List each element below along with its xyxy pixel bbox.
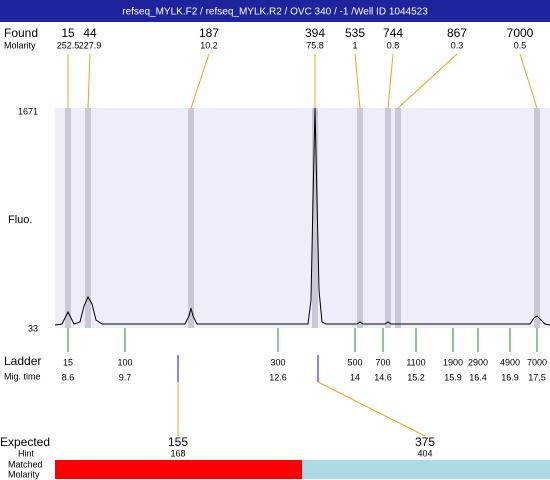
peak-connector [519, 53, 538, 109]
peak-size: 15 [61, 26, 75, 40]
peak-size: 535 [345, 26, 365, 40]
peak-connector [190, 53, 210, 109]
peak-band [312, 108, 318, 328]
ladder-size: 7000 [527, 357, 547, 367]
expected-connector [317, 381, 426, 437]
ladder-size: 500 [347, 357, 362, 367]
y-axis-label: Fluo. [8, 214, 32, 226]
peak-connector [387, 53, 394, 109]
trace [54, 107, 550, 326]
peak-size: 187 [199, 26, 219, 40]
peak-size: 744 [383, 26, 403, 40]
peak-band [85, 108, 91, 328]
peak-molarity: 227.9 [79, 40, 102, 50]
ladder-size: 100 [117, 357, 132, 367]
peak-size: 867 [447, 26, 467, 40]
matched-bar [302, 460, 550, 479]
ladder-size: 1100 [406, 357, 425, 367]
ladder-size: 4900 [500, 357, 520, 367]
peak-molarity: 0.8 [387, 40, 400, 50]
peak-band [385, 108, 391, 328]
molarity-label: Molarity [4, 40, 36, 50]
bands [65, 108, 540, 328]
found-label: Found [4, 26, 38, 40]
y-bottom-label: 33 [28, 323, 38, 333]
ladder-size: 15 [63, 357, 73, 367]
peak-band [357, 108, 363, 328]
molarity-row-label: Molarity [8, 469, 40, 479]
peak-connector [397, 53, 458, 109]
ladder-time: 14 [350, 372, 360, 382]
peak-band [65, 108, 71, 328]
peak-molarity: 0.3 [451, 40, 464, 50]
ladder-size: 1900 [443, 357, 463, 367]
peak-band [395, 108, 401, 328]
ladder-time: 9.7 [119, 372, 132, 382]
ladder-size: 700 [375, 357, 390, 367]
ladder-time: 15.9 [444, 372, 462, 382]
ladder-size: 300 [270, 357, 285, 367]
header-bar [0, 0, 550, 22]
ladder-time: 14.6 [374, 372, 392, 382]
ladder-time: 17.5 [528, 372, 546, 382]
peak-size: 44 [83, 26, 97, 40]
hint-value: 168 [170, 448, 185, 458]
peak-molarity: 10.2 [200, 40, 218, 50]
peak-band [188, 108, 194, 328]
header-title: refseq_MYLK.F2 / refseq_MYLK.R2 / OVC 34… [122, 7, 428, 18]
peak-connector [354, 53, 361, 109]
peak-size: 7000 [507, 26, 534, 40]
expected-size: 375 [415, 435, 435, 449]
migtime-label: Mig. time [4, 371, 41, 381]
peak-band [534, 108, 540, 328]
peak-molarity: 75.8 [306, 40, 324, 50]
ladder-time: 15.2 [407, 372, 425, 382]
ladder-time: 12.6 [269, 372, 287, 382]
peak-size: 394 [305, 26, 325, 40]
ladder-size: 2900 [468, 357, 488, 367]
y-top-label: 1671 [18, 106, 38, 116]
ladder-time: 16.4 [469, 372, 487, 382]
peak-molarity: 0.5 [514, 40, 527, 50]
hint-value: 404 [417, 448, 432, 458]
expected-label: Expected [0, 435, 50, 449]
hint-label: Hint [18, 448, 35, 458]
ladder-time: 16.9 [501, 372, 519, 382]
matched-label: Matched [8, 459, 43, 469]
peak-molarity: 252.5 [57, 40, 80, 50]
peak-connector [87, 53, 91, 109]
ladder-label: Ladder [4, 354, 41, 368]
plot-area [55, 108, 550, 328]
expected-size: 155 [168, 435, 188, 449]
unmatched-bar [55, 460, 302, 479]
peak-molarity: 1 [352, 40, 357, 50]
ladder-time: 8.6 [62, 372, 75, 382]
